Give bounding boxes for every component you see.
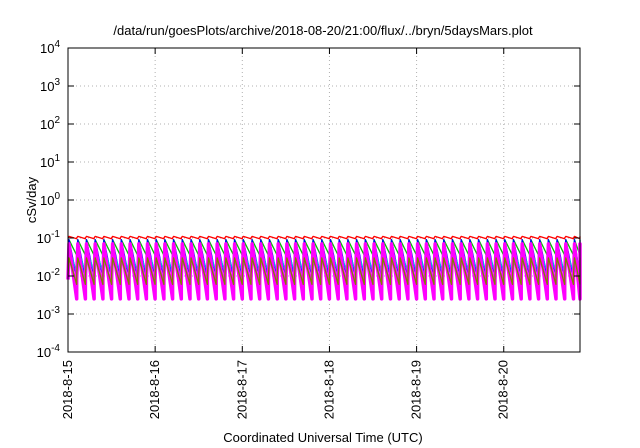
y-tick-base: 10 <box>40 41 54 56</box>
y-tick-label: 102 <box>40 115 60 132</box>
y-tick-exponent: -3 <box>51 305 60 316</box>
chart-title: /data/run/goesPlots/archive/2018-08-20/2… <box>113 23 533 38</box>
x-tick-label: 2018-8-18 <box>321 360 336 419</box>
series-layer <box>66 235 582 301</box>
x-tick-label: 2018-8-20 <box>496 360 511 419</box>
y-axis-label: cSv/day <box>24 176 39 223</box>
y-tick-label: 103 <box>40 77 60 94</box>
y-tick-base: 10 <box>40 117 54 132</box>
x-axis-label: Coordinated Universal Time (UTC) <box>223 430 422 445</box>
x-tick-label: 2018-8-19 <box>409 360 424 419</box>
y-tick-label: 104 <box>40 39 60 56</box>
y-tick-exponent: 0 <box>54 191 60 202</box>
y-tick-base: 10 <box>40 193 54 208</box>
x-axis: 2018-8-15 2018-8-16 2018-8-17 2018-8-18 2018… <box>60 48 511 419</box>
y-tick-label: 10-3 <box>37 305 61 322</box>
series-5 <box>67 257 581 286</box>
y-tick-base: 10 <box>37 269 51 284</box>
y-tick-base: 10 <box>37 231 51 246</box>
y-tick-label: 10-1 <box>37 229 61 246</box>
series-line <box>67 257 581 286</box>
y-tick-label: 10-2 <box>37 267 61 284</box>
grid <box>68 48 580 352</box>
y-tick-exponent: 1 <box>54 153 60 164</box>
series-0 <box>67 235 581 240</box>
y-tick-label: 100 <box>40 191 60 208</box>
y-tick-base: 10 <box>40 155 54 170</box>
y-tick-label: 10-4 <box>37 343 61 360</box>
y-tick-exponent: -4 <box>51 343 60 354</box>
y-tick-base: 10 <box>37 345 51 360</box>
y-tick-exponent: 4 <box>54 39 60 50</box>
y-tick-label: 101 <box>40 153 60 170</box>
y-tick-base: 10 <box>40 79 54 94</box>
y-tick-base: 10 <box>37 307 51 322</box>
x-tick-label: 2018-8-17 <box>234 360 249 419</box>
y-tick-exponent: 3 <box>54 77 60 88</box>
x-tick-label: 2018-8-15 <box>60 360 75 419</box>
y-tick-exponent: 2 <box>54 115 60 126</box>
x-tick-label: 2018-8-16 <box>147 360 162 419</box>
series-line <box>67 235 581 240</box>
y-tick-exponent: -2 <box>51 267 60 278</box>
y-tick-exponent: -1 <box>51 229 60 240</box>
